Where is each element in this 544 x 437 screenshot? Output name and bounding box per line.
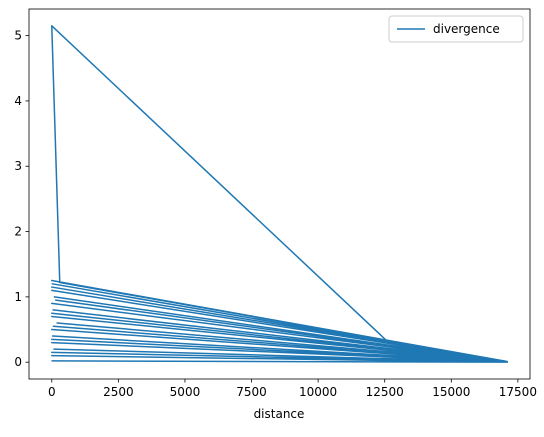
y-tick-label: 0: [14, 355, 22, 369]
x-tick-label: 0: [48, 385, 56, 399]
x-tick-label: 15000: [432, 385, 470, 399]
axes-frame: [28, 8, 531, 380]
x-tick-label: 17500: [499, 385, 537, 399]
y-tick-label: 1: [14, 290, 22, 304]
y-tick-label: 5: [14, 29, 22, 43]
y-tick-label: 2: [14, 225, 22, 239]
legend-box: [388, 15, 524, 43]
data-line: [51, 25, 508, 363]
x-tick-label: 10000: [299, 385, 337, 399]
x-tick-label: 5000: [170, 385, 201, 399]
legend-label: divergence: [433, 22, 500, 36]
x-tick-label: 12500: [366, 385, 404, 399]
x-tick-label: 7500: [236, 385, 267, 399]
x-axis-label: distance: [254, 407, 305, 421]
y-tick-label: 4: [14, 94, 22, 108]
y-tick-label: 3: [14, 159, 22, 173]
x-tick-label: 2500: [103, 385, 134, 399]
